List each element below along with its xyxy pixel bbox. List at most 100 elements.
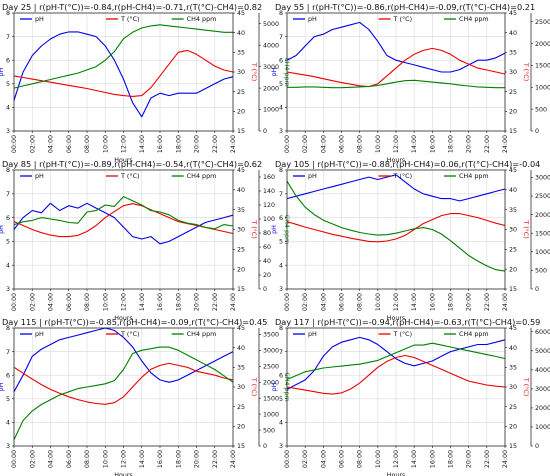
x-tick-label: 04:00: [48, 293, 55, 311]
ph-tick-label: 7: [279, 349, 283, 356]
x-tick-label: 10:00: [375, 450, 382, 468]
ch4-tick-label: 0: [263, 128, 267, 135]
x-tick-label: 16:00: [157, 135, 164, 153]
legend-ch4-label: CH4 ppm: [187, 330, 217, 338]
temp-tick-label: 40: [509, 30, 517, 37]
ph-tick-label: 8: [279, 325, 283, 332]
legend-temp-label: T (°C): [393, 330, 413, 338]
ch4-tick-label: 20: [263, 272, 271, 279]
series-line-ph: [286, 21, 506, 73]
x-tick-label: 08:00: [84, 135, 91, 153]
ch4-tick-label: 3000: [263, 64, 279, 71]
legend: pH T (°C) CH4 ppm: [20, 15, 216, 23]
ph-tick-label: 8: [6, 167, 10, 174]
series-line-temp: [286, 354, 506, 395]
ph-axis-label: pH: [0, 382, 5, 391]
x-tick-label: 08:00: [357, 293, 364, 311]
x-tick-label: 10:00: [102, 450, 109, 468]
temp-tick-label: 20: [237, 266, 245, 273]
ph-tick-label: 5: [6, 239, 10, 246]
ph-tick-label: 7: [6, 191, 10, 198]
x-tick-label: 18:00: [448, 450, 455, 468]
legend: pH T (°C) CH4 ppm: [293, 15, 489, 23]
legend-temp-label: T (°C): [393, 15, 413, 23]
x-axis-label: Hours: [114, 157, 132, 164]
x-axis-label: Hours: [387, 157, 405, 164]
x-tick-label: 12:00: [393, 135, 400, 153]
x-tick-label: 08:00: [84, 450, 91, 468]
ch4-tick-label: 6000: [535, 329, 550, 336]
temp-tick-label: 45: [237, 10, 245, 17]
temp-tick-label: 45: [237, 325, 245, 332]
ph-tick-label: 3: [6, 286, 10, 293]
x-tick-label: 14:00: [411, 135, 418, 153]
legend-ph-label: pH: [35, 330, 44, 338]
x-tick-label: 14:00: [139, 293, 146, 311]
x-tick-label: 22:00: [212, 450, 219, 468]
panel-title: Day 105 | r(pH-T(°C))=-0.88,r(pH-CH4)=0.…: [275, 159, 540, 169]
ph-tick-label: 5: [279, 239, 283, 246]
panel-title: Day 85 | r(pH-T(°C))=-0.89,r(pH-CH4)=-0.…: [2, 159, 262, 169]
temp-axis-label: T (°C): [522, 62, 530, 81]
temp-axis-label: T (°C): [250, 219, 258, 238]
ch4-tick-label: 2500: [535, 193, 550, 200]
x-tick-label: 18:00: [448, 293, 455, 311]
x-tick-label: 20:00: [466, 135, 473, 153]
x-axis-label: Hours: [387, 472, 405, 476]
legend-ch4-label: CH4 ppm: [187, 15, 217, 23]
temp-tick-label: 25: [237, 404, 245, 411]
ph-tick-label: 7: [279, 191, 283, 198]
temp-axis-label: T (°C): [250, 62, 258, 81]
temp-tick-label: 15: [237, 443, 245, 450]
legend: pH T (°C) CH4 ppm: [20, 172, 216, 180]
x-tick-label: 12:00: [121, 135, 128, 153]
x-tick-label: 02:00: [29, 135, 36, 153]
temp-tick-label: 25: [509, 404, 517, 411]
temp-tick-label: 30: [509, 384, 517, 391]
temp-tick-label: 40: [509, 345, 517, 352]
temp-tick-label: 30: [237, 227, 245, 234]
x-tick-label: 10:00: [375, 293, 382, 311]
legend-temp-label: T (°C): [120, 15, 140, 23]
x-tick-label: 24:00: [502, 293, 509, 311]
ch4-tick-label: 4000: [535, 367, 550, 374]
temp-tick-label: 40: [237, 187, 245, 194]
ph-axis-label: pH: [0, 225, 5, 234]
x-tick-label: 06:00: [66, 135, 73, 153]
series-line-temp: [13, 203, 234, 238]
ch4-tick-label: 2000: [535, 41, 550, 48]
ch4-axis-label: CH4 ppm: [283, 215, 290, 244]
x-tick-label: 02:00: [302, 135, 309, 153]
ph-tick-label: 5: [6, 81, 10, 88]
x-tick-label: 18:00: [175, 293, 182, 311]
series-line-ch4: [13, 346, 234, 440]
x-tick-label: 20:00: [466, 293, 473, 311]
x-tick-label: 00:00: [284, 293, 291, 311]
panel-title: Day 25 | r(pH-T(°C))=-0.84,r(pH-CH4)=-0.…: [2, 2, 262, 12]
legend-ch4-label: CH4 ppm: [459, 330, 489, 338]
x-tick-label: 14:00: [139, 450, 146, 468]
temp-tick-label: 20: [237, 109, 245, 116]
x-tick-label: 06:00: [339, 135, 346, 153]
ch4-tick-label: 3500: [263, 332, 279, 339]
ph-tick-label: 6: [6, 215, 10, 222]
ph-tick-label: 4: [279, 105, 283, 112]
x-tick-label: 20:00: [194, 450, 201, 468]
ch4-tick-label: 60: [263, 244, 271, 251]
ph-tick-label: 3: [279, 286, 283, 293]
temp-tick-label: 45: [237, 167, 245, 174]
panel-title: Day 117 | r(pH-T(°C))=-0.94,r(pH-CH4)=-0…: [275, 317, 540, 327]
ph-tick-label: 4: [279, 420, 283, 427]
x-tick-label: 12:00: [121, 293, 128, 311]
legend-ph-label: pH: [308, 330, 317, 338]
temp-tick-label: 35: [237, 50, 245, 57]
ph-tick-label: 6: [279, 215, 283, 222]
temp-tick-label: 35: [509, 365, 517, 372]
x-tick-label: 16:00: [157, 293, 164, 311]
ch4-tick-label: 0: [263, 286, 267, 293]
ch4-tick-label: 2500: [535, 19, 550, 26]
legend-temp-label: T (°C): [120, 330, 140, 338]
x-tick-label: 18:00: [175, 450, 182, 468]
series-line-temp: [13, 362, 234, 405]
x-tick-label: 00:00: [284, 135, 291, 153]
